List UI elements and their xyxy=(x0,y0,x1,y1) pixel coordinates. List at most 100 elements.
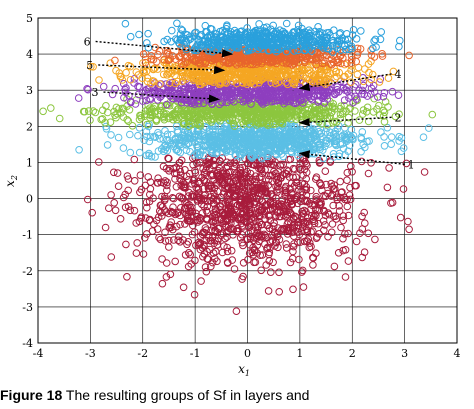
data-point xyxy=(365,68,373,77)
data-point xyxy=(187,117,195,125)
data-point xyxy=(162,88,170,97)
data-point xyxy=(299,171,307,179)
data-point xyxy=(130,75,139,83)
data-point xyxy=(278,97,287,105)
annotation-arrow-1 xyxy=(298,150,405,165)
data-point xyxy=(173,36,182,44)
data-point xyxy=(231,206,239,214)
data-point xyxy=(232,202,241,210)
data-point xyxy=(297,125,305,134)
x-tick-label: 3 xyxy=(401,347,408,360)
data-point xyxy=(274,168,283,176)
data-point xyxy=(199,165,207,173)
data-point xyxy=(391,112,400,121)
data-point xyxy=(261,112,270,121)
data-point xyxy=(136,188,144,197)
data-point xyxy=(218,208,227,217)
data-point xyxy=(273,96,282,105)
data-point xyxy=(217,216,226,224)
data-point xyxy=(201,263,210,271)
data-point xyxy=(257,196,266,205)
data-point xyxy=(337,223,345,232)
data-point xyxy=(146,94,154,103)
data-point xyxy=(358,225,367,233)
data-point xyxy=(169,164,178,173)
data-point xyxy=(126,148,135,157)
data-point xyxy=(339,216,348,225)
y-tick-label: 5 xyxy=(26,12,33,25)
data-point xyxy=(178,134,186,142)
data-point xyxy=(298,179,307,188)
data-point xyxy=(97,115,105,124)
data-point xyxy=(223,142,232,151)
data-point xyxy=(269,110,277,118)
data-point xyxy=(330,26,338,35)
data-point xyxy=(330,262,339,271)
data-point xyxy=(251,211,260,219)
data-point xyxy=(287,134,296,142)
data-point xyxy=(239,259,248,267)
data-point xyxy=(276,26,284,35)
data-point xyxy=(254,76,263,84)
data-point xyxy=(377,28,386,36)
data-point xyxy=(174,147,183,156)
data-point xyxy=(130,155,139,164)
data-point xyxy=(341,45,350,54)
data-point xyxy=(200,228,209,237)
data-point xyxy=(116,215,125,223)
data-point xyxy=(177,25,185,34)
data-point xyxy=(283,198,292,207)
data-point xyxy=(315,30,323,39)
data-point xyxy=(336,193,344,202)
data-point xyxy=(237,27,246,36)
data-point xyxy=(228,106,236,114)
data-point xyxy=(180,183,189,192)
data-point xyxy=(173,77,182,86)
data-point xyxy=(364,229,373,238)
data-point xyxy=(118,104,127,113)
data-point xyxy=(177,60,186,68)
data-point xyxy=(264,175,273,184)
data-point xyxy=(271,120,280,128)
data-point xyxy=(89,107,97,115)
data-point xyxy=(223,243,231,252)
data-point xyxy=(257,98,266,107)
data-point xyxy=(130,177,139,185)
data-point xyxy=(334,249,343,257)
data-point xyxy=(312,173,321,181)
data-point xyxy=(340,96,349,104)
data-point xyxy=(238,179,247,187)
data-point xyxy=(207,147,216,156)
data-point xyxy=(183,58,191,67)
data-point xyxy=(289,164,298,173)
data-point xyxy=(223,158,231,167)
data-point xyxy=(99,82,108,91)
data-point xyxy=(388,87,397,96)
data-point xyxy=(197,31,205,39)
y-tick-label: -2 xyxy=(22,265,33,278)
data-point xyxy=(223,21,231,30)
data-point xyxy=(279,135,287,144)
data-point xyxy=(170,63,178,72)
data-point xyxy=(87,62,95,71)
data-point xyxy=(310,201,319,209)
data-point xyxy=(389,67,398,76)
data-point xyxy=(285,173,294,181)
data-point xyxy=(274,243,282,252)
data-point xyxy=(114,182,123,190)
data-point xyxy=(98,106,107,114)
y-tick-label: 4 xyxy=(26,48,33,61)
data-point xyxy=(248,154,256,162)
data-point xyxy=(175,136,184,145)
data-point xyxy=(121,203,130,212)
data-point xyxy=(204,184,213,193)
data-point xyxy=(181,51,189,59)
data-point xyxy=(156,80,164,88)
data-point xyxy=(313,233,321,241)
data-point xyxy=(222,25,231,33)
data-point xyxy=(370,88,379,96)
data-point xyxy=(115,105,123,113)
data-point xyxy=(371,235,379,244)
data-point xyxy=(236,234,245,242)
data-point xyxy=(311,210,319,218)
